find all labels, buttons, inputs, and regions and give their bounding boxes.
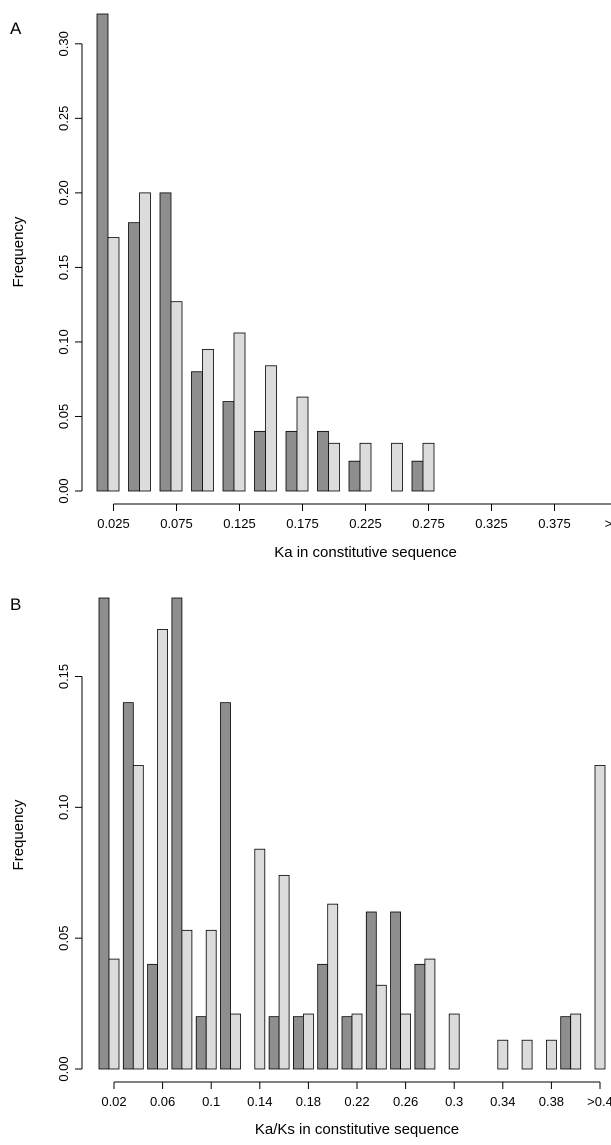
dark-bar-0.4 [560, 1016, 572, 1070]
light-bar-0.075 [170, 301, 183, 492]
dark-bar-0.02 [98, 597, 110, 1070]
y-tick-label: 0.20 [56, 180, 71, 205]
dark-bar-0.2 [317, 963, 329, 1070]
dark-bar-0.2 [317, 430, 329, 492]
dark-bar-0.175 [285, 430, 298, 492]
y-tick-label: 0.00 [56, 478, 71, 503]
x-tick-label: 0.3 [445, 1094, 463, 1109]
light-bar-0.05 [139, 192, 151, 492]
light-bar-0.275 [422, 442, 435, 492]
x-tick-label: 0.125 [223, 516, 256, 531]
dark-bar-0.12 [220, 702, 231, 1070]
x-tick-label: 0.275 [412, 516, 445, 531]
light-bar-0.18 [302, 1013, 314, 1070]
light-bar-0.38 [546, 1039, 557, 1070]
y-tick-label: 0.25 [56, 106, 71, 131]
light-bar-0.125 [233, 332, 246, 492]
light-bar-0.28 [424, 958, 436, 1070]
dark-bar-0.225 [348, 460, 361, 492]
x-tick-label: 0.225 [349, 516, 382, 531]
y-tick-label: 0.10 [56, 795, 71, 820]
y-tick-label: 0.15 [56, 664, 71, 689]
x-tick-label: 0.325 [475, 516, 508, 531]
light-bar-0.175 [296, 396, 309, 492]
dark-bar-0.04 [122, 702, 134, 1070]
x-tick-label: 0.26 [393, 1094, 418, 1109]
light-bar-0.22 [351, 1013, 363, 1070]
x-tick-label: 0.375 [538, 516, 571, 531]
x-tick-label: 0.175 [286, 516, 319, 531]
light-bar-0.12 [230, 1013, 241, 1070]
dark-bar-0.275 [411, 460, 424, 492]
light-bar-0.36 [521, 1039, 533, 1070]
dark-bar-0.1 [195, 1016, 207, 1070]
x-tick-label: 0.14 [247, 1094, 272, 1109]
x-tick-label: 0.18 [296, 1094, 321, 1109]
light-bar-0.1 [205, 929, 217, 1070]
dark-bar-0.28 [414, 963, 426, 1070]
y-axis-title: Frequency [10, 799, 27, 870]
light-bar-0.16 [278, 874, 290, 1070]
light-bar-0.06 [157, 629, 169, 1070]
x-tick-label: 0.22 [344, 1094, 369, 1109]
dark-bar-0.08 [171, 597, 183, 1070]
panel-letter: B [10, 595, 21, 614]
light-bar-0.15 [265, 365, 277, 492]
x-tick-label: 0.1 [202, 1094, 220, 1109]
dark-bar-0.26 [390, 911, 402, 1070]
dark-bar-0.22 [341, 1016, 353, 1070]
dark-bar-0.24 [365, 911, 377, 1070]
y-axis-title: Frequency [10, 216, 27, 287]
y-tick-label: 0.00 [56, 1056, 71, 1081]
dark-bar-0.06 [147, 963, 159, 1070]
dark-bar-0.1 [191, 371, 203, 492]
dark-bar-0.025 [96, 13, 109, 492]
x-tick-label: >0.4 [587, 1094, 611, 1109]
light-bar-0.24 [375, 984, 387, 1070]
light-bar-0.04 [132, 765, 144, 1070]
light-bar-0.2 [327, 903, 339, 1070]
x-tick-label: 0.06 [150, 1094, 175, 1109]
x-tick-label: 0.075 [160, 516, 193, 531]
panel-letter: A [10, 19, 22, 38]
y-tick-label: 0.30 [56, 31, 71, 56]
y-tick-label: 0.15 [56, 255, 71, 280]
light-bar-0.02 [108, 958, 120, 1070]
light-bar-0.1 [202, 348, 214, 492]
dark-bar-0.05 [128, 222, 140, 492]
dark-bar-0.075 [159, 192, 172, 492]
light-bar-0.025 [107, 237, 120, 492]
x-tick-label: 0.025 [97, 516, 130, 531]
chart-panel-a: A 0.00 0.05 0.10 0.15 0.20 0.25 0.30 0.025 0.075 0… [10, 13, 611, 561]
y-tick-label: 0.05 [56, 926, 71, 951]
light-bar-0.4 [570, 1013, 582, 1070]
light-bar-0.14 [254, 848, 266, 1070]
dark-bar-0.125 [222, 401, 235, 492]
light-bar-0.225 [359, 442, 372, 492]
light-bar->0.4 [594, 765, 606, 1070]
x-axis-title: Ka in constitutive sequence [274, 544, 457, 561]
light-bar-0.26 [400, 1013, 412, 1070]
x-tick-label: 0.02 [101, 1094, 126, 1109]
y-tick-label: 0.05 [56, 404, 71, 429]
dark-bar-0.15 [254, 430, 266, 492]
light-bar-0.08 [181, 929, 193, 1070]
x-tick-label: 0.34 [490, 1094, 515, 1109]
light-bar-0.25 [391, 442, 403, 492]
light-bar-0.3 [448, 1013, 460, 1070]
x-tick-label: 0.38 [539, 1094, 564, 1109]
x-axis-title: Ka/Ks in constitutive sequence [255, 1121, 459, 1138]
light-bar-0.2 [328, 442, 340, 492]
chart-panel-b: B 0.00 0.05 0.10 0.15 0.02 0.06 0.1 0.14 0.18 0.22… [10, 595, 611, 1138]
dark-bar-0.18 [292, 1016, 304, 1070]
x-tick-label: >0.4 [605, 516, 611, 531]
dark-bar-0.16 [268, 1016, 280, 1070]
y-tick-label: 0.10 [56, 329, 71, 354]
light-bar-0.34 [497, 1039, 509, 1070]
